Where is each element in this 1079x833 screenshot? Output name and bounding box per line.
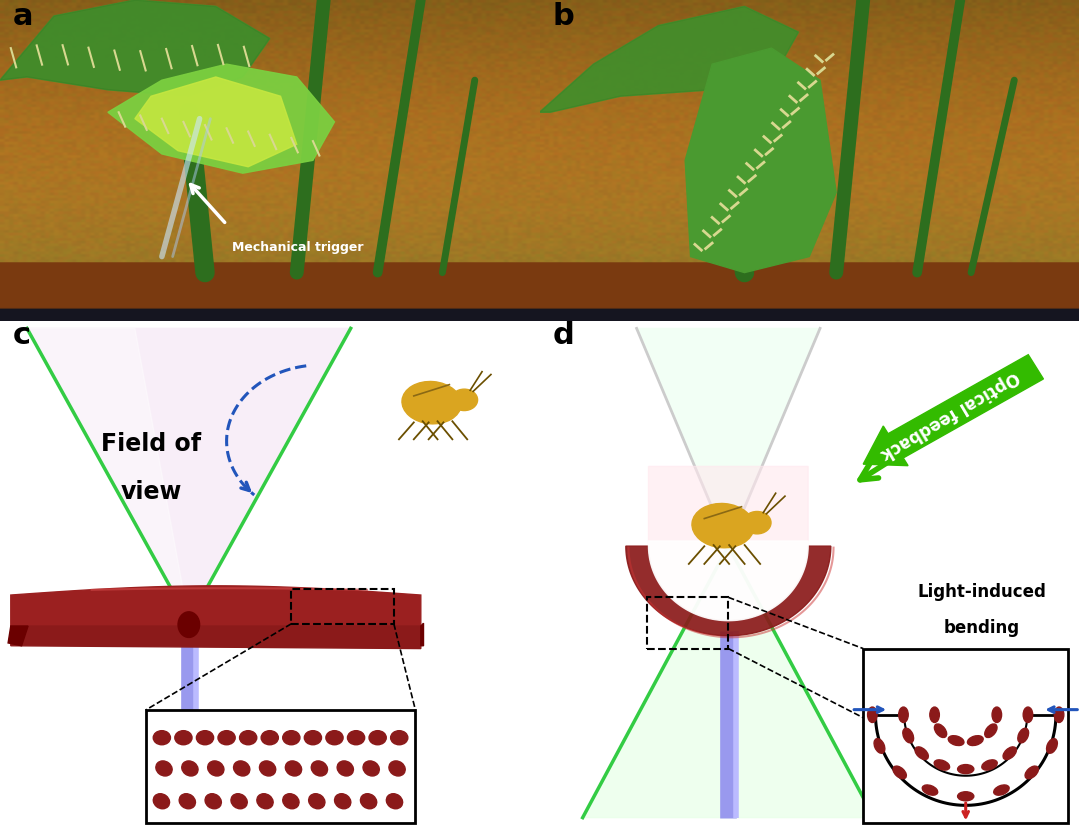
Ellipse shape bbox=[1023, 707, 1033, 722]
Ellipse shape bbox=[337, 761, 354, 776]
Polygon shape bbox=[637, 328, 820, 546]
FancyBboxPatch shape bbox=[0, 263, 545, 308]
Ellipse shape bbox=[257, 794, 273, 809]
Ellipse shape bbox=[1054, 707, 1064, 722]
Ellipse shape bbox=[283, 731, 300, 745]
Ellipse shape bbox=[451, 389, 478, 411]
Text: Optical feedback: Optical feedback bbox=[877, 367, 1022, 463]
Polygon shape bbox=[11, 586, 421, 626]
Ellipse shape bbox=[868, 707, 877, 722]
Bar bbox=[863, 649, 1068, 823]
Ellipse shape bbox=[985, 724, 997, 737]
Ellipse shape bbox=[930, 707, 940, 722]
Ellipse shape bbox=[153, 794, 169, 809]
Polygon shape bbox=[108, 64, 334, 173]
Ellipse shape bbox=[743, 511, 771, 534]
Ellipse shape bbox=[285, 761, 302, 776]
Text: c: c bbox=[13, 321, 31, 350]
Text: b: b bbox=[552, 2, 574, 31]
Ellipse shape bbox=[948, 736, 964, 746]
Ellipse shape bbox=[178, 611, 200, 637]
Text: Field of: Field of bbox=[101, 431, 201, 456]
Text: view: view bbox=[121, 481, 181, 504]
Ellipse shape bbox=[874, 739, 885, 753]
Ellipse shape bbox=[326, 731, 343, 745]
FancyBboxPatch shape bbox=[534, 263, 1079, 308]
Bar bbox=[540, 289, 1079, 321]
Ellipse shape bbox=[309, 794, 325, 809]
Text: Mechanical trigger: Mechanical trigger bbox=[232, 241, 364, 253]
Polygon shape bbox=[421, 623, 423, 646]
Ellipse shape bbox=[283, 794, 299, 809]
Ellipse shape bbox=[175, 731, 192, 745]
Ellipse shape bbox=[233, 761, 250, 776]
Polygon shape bbox=[27, 328, 189, 621]
Ellipse shape bbox=[957, 791, 974, 801]
Ellipse shape bbox=[992, 707, 1001, 722]
Polygon shape bbox=[875, 715, 1056, 806]
Ellipse shape bbox=[957, 765, 974, 774]
Ellipse shape bbox=[388, 761, 406, 776]
Polygon shape bbox=[11, 626, 421, 649]
Ellipse shape bbox=[231, 794, 247, 809]
Polygon shape bbox=[27, 328, 351, 621]
Ellipse shape bbox=[994, 785, 1009, 796]
Ellipse shape bbox=[899, 707, 909, 722]
Polygon shape bbox=[863, 355, 1043, 466]
Polygon shape bbox=[648, 541, 808, 621]
Ellipse shape bbox=[311, 761, 328, 776]
Ellipse shape bbox=[181, 761, 199, 776]
Ellipse shape bbox=[391, 731, 408, 745]
Ellipse shape bbox=[347, 731, 365, 745]
Ellipse shape bbox=[386, 794, 402, 809]
Ellipse shape bbox=[968, 736, 983, 746]
Polygon shape bbox=[583, 546, 874, 818]
Ellipse shape bbox=[1025, 766, 1038, 779]
Bar bbox=[291, 589, 394, 624]
Text: bending: bending bbox=[944, 619, 1020, 637]
Ellipse shape bbox=[259, 761, 276, 776]
Ellipse shape bbox=[261, 731, 278, 745]
Ellipse shape bbox=[692, 503, 754, 548]
Ellipse shape bbox=[207, 761, 224, 776]
Ellipse shape bbox=[923, 785, 938, 796]
Polygon shape bbox=[540, 7, 798, 112]
Ellipse shape bbox=[304, 731, 322, 745]
Bar bbox=[0, 289, 540, 321]
Ellipse shape bbox=[360, 794, 377, 809]
Ellipse shape bbox=[893, 766, 906, 779]
Ellipse shape bbox=[402, 382, 461, 424]
Polygon shape bbox=[540, 7, 798, 112]
Polygon shape bbox=[685, 48, 836, 272]
Ellipse shape bbox=[218, 731, 235, 745]
Polygon shape bbox=[135, 77, 297, 167]
Ellipse shape bbox=[334, 794, 351, 809]
Ellipse shape bbox=[915, 747, 928, 760]
Ellipse shape bbox=[934, 724, 946, 737]
Ellipse shape bbox=[205, 794, 221, 809]
Ellipse shape bbox=[934, 760, 950, 770]
Bar bbox=[146, 710, 415, 823]
Ellipse shape bbox=[240, 731, 257, 745]
Ellipse shape bbox=[1003, 747, 1016, 760]
Ellipse shape bbox=[363, 761, 380, 776]
Polygon shape bbox=[648, 466, 808, 621]
Ellipse shape bbox=[903, 728, 914, 743]
Ellipse shape bbox=[179, 794, 195, 809]
Bar bbox=[647, 597, 728, 649]
Ellipse shape bbox=[1047, 739, 1057, 753]
Polygon shape bbox=[0, 0, 270, 97]
Polygon shape bbox=[9, 626, 28, 646]
Ellipse shape bbox=[196, 731, 214, 745]
Ellipse shape bbox=[982, 760, 997, 770]
Ellipse shape bbox=[1017, 728, 1028, 743]
Ellipse shape bbox=[155, 761, 173, 776]
Ellipse shape bbox=[153, 731, 170, 745]
Text: d: d bbox=[552, 321, 574, 350]
Text: a: a bbox=[13, 2, 33, 31]
Text: Light-induced: Light-induced bbox=[917, 583, 1047, 601]
Polygon shape bbox=[0, 0, 270, 97]
Polygon shape bbox=[626, 546, 831, 636]
Ellipse shape bbox=[369, 731, 386, 745]
